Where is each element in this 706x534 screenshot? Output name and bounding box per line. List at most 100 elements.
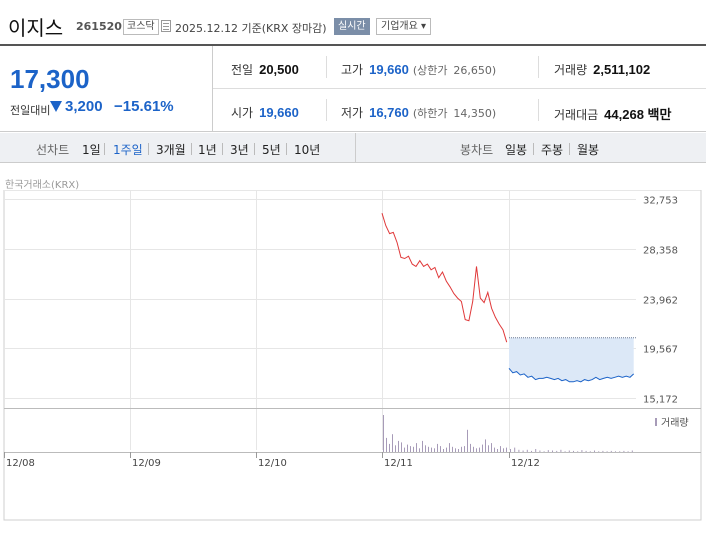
volume-bar	[560, 449, 562, 452]
volume-bar	[431, 447, 432, 452]
volume-bar	[410, 446, 411, 452]
separator	[533, 143, 534, 155]
period-5y[interactable]: 5년	[262, 143, 281, 157]
lower-limit-label: (하한가	[412, 107, 448, 120]
volume-bar	[476, 448, 477, 452]
volume-bar	[610, 450, 612, 452]
upper-limit-value: 26,650)	[453, 64, 497, 77]
volume-bar	[585, 450, 587, 452]
period-10y[interactable]: 10년	[294, 143, 321, 157]
volume-bar	[398, 440, 399, 452]
volume-bar	[440, 446, 441, 452]
volume-bar	[389, 443, 390, 452]
line-chart-label: 선차트	[36, 143, 70, 157]
open: 시가 19,660	[231, 104, 299, 121]
divider	[538, 56, 539, 78]
lower-limit-value: 14,350)	[453, 107, 497, 120]
separator	[222, 143, 223, 155]
trade-amount: 거래대금 44,268 백만	[554, 104, 671, 123]
volume-bar	[503, 448, 504, 452]
candle-monthly[interactable]: 월봉	[577, 143, 600, 157]
volume-bar	[518, 449, 520, 452]
volume-bar	[485, 439, 486, 452]
date-basis: 2025.12.12 기준(KRX 장마감)	[175, 22, 327, 35]
separator	[148, 143, 149, 155]
separator	[254, 143, 255, 155]
change-label: 전일대비	[10, 104, 51, 117]
change-value: 3,200	[65, 98, 103, 115]
volume-bar	[434, 448, 435, 452]
x-tick-label: 12/09	[132, 458, 161, 469]
volume-bar	[437, 443, 438, 452]
high-label: 고가	[341, 63, 364, 77]
y-tick-label: 23,962	[643, 296, 678, 307]
amount-value: 44,268 백만	[604, 107, 672, 122]
volume-bar	[497, 449, 498, 452]
divider	[538, 99, 539, 121]
x-tick-label: 12/08	[6, 458, 35, 469]
down-arrow-icon	[50, 101, 62, 112]
volume-bar	[449, 443, 450, 452]
volume-bar	[510, 449, 511, 452]
prev-close-label: 전일	[231, 63, 254, 77]
candle-weekly[interactable]: 주봉	[541, 143, 564, 157]
low: 저가 16,760 (하한가 14,350)	[341, 104, 496, 121]
volume-legend-label: 거래량	[661, 417, 689, 429]
volume-bar	[535, 449, 537, 452]
volume-bar	[401, 442, 402, 452]
volume-bar	[395, 445, 396, 452]
price-line-12-11	[381, 213, 508, 343]
divider	[326, 56, 327, 78]
period-1y[interactable]: 1년	[198, 143, 217, 157]
candle-daily[interactable]: 일봉	[505, 143, 528, 157]
divider	[355, 133, 356, 163]
volume-bar	[627, 451, 629, 452]
volume-bar	[598, 451, 600, 452]
low-value: 16,760	[369, 105, 409, 120]
company-overview-button[interactable]: 기업개요 ▾	[376, 18, 431, 35]
x-tick-label: 12/10	[258, 458, 287, 469]
volume-bar	[461, 446, 462, 452]
separator	[191, 143, 192, 155]
open-value: 19,660	[259, 105, 299, 120]
separator	[569, 143, 570, 155]
volume-bar	[467, 429, 468, 452]
volume-bar	[386, 437, 387, 452]
volume-bar	[455, 448, 456, 452]
below-prev-close-area	[509, 337, 634, 382]
quote-row-1: 전일 20,500 고가 19,660 (상한가 26,650) 거래량 2,511,1…	[213, 46, 706, 89]
volume-bar	[413, 446, 414, 452]
volume-bar	[452, 446, 453, 452]
period-3m[interactable]: 3개월	[156, 143, 186, 157]
volume-bar	[464, 446, 465, 452]
volume-bar	[491, 443, 492, 452]
low-label: 저가	[341, 106, 364, 120]
stock-name: 이지스	[8, 16, 64, 40]
volume-bar	[482, 444, 483, 452]
volume-bar	[473, 446, 474, 452]
volume-bar	[422, 440, 423, 452]
volume-bar	[568, 450, 570, 452]
volume-bar	[531, 450, 532, 452]
volume-bar	[479, 447, 480, 452]
volume-bar	[619, 451, 621, 452]
volume-value: 2,511,102	[593, 62, 651, 77]
price-summary: 17,300 전일대비 3,200 −15.61% 전일 20,500 고가 19,…	[0, 44, 706, 132]
period-3y[interactable]: 3년	[230, 143, 249, 157]
volume-bar	[577, 451, 579, 452]
volume-bar	[631, 450, 633, 452]
separator	[104, 143, 105, 155]
volume-bar	[494, 447, 495, 452]
chart-toolbar: 선차트 1일 1주일 3개월 1년 3년 5년 10년 봉차트 일봉 주봉 월봉	[0, 133, 706, 163]
volume: 거래량 2,511,102	[554, 61, 650, 78]
prev-close-value: 20,500	[259, 62, 299, 77]
realtime-button[interactable]: 실시간	[334, 18, 370, 35]
period-1d[interactable]: 1일	[82, 143, 101, 157]
period-1w[interactable]: 1주일	[113, 143, 143, 157]
upper-limit-label: (상한가	[412, 64, 448, 77]
divider	[326, 99, 327, 121]
x-tick-label: 12/11	[384, 458, 413, 469]
volume-bar	[581, 450, 583, 452]
y-tick-label: 28,358	[643, 246, 678, 257]
volume-bar	[522, 450, 524, 452]
